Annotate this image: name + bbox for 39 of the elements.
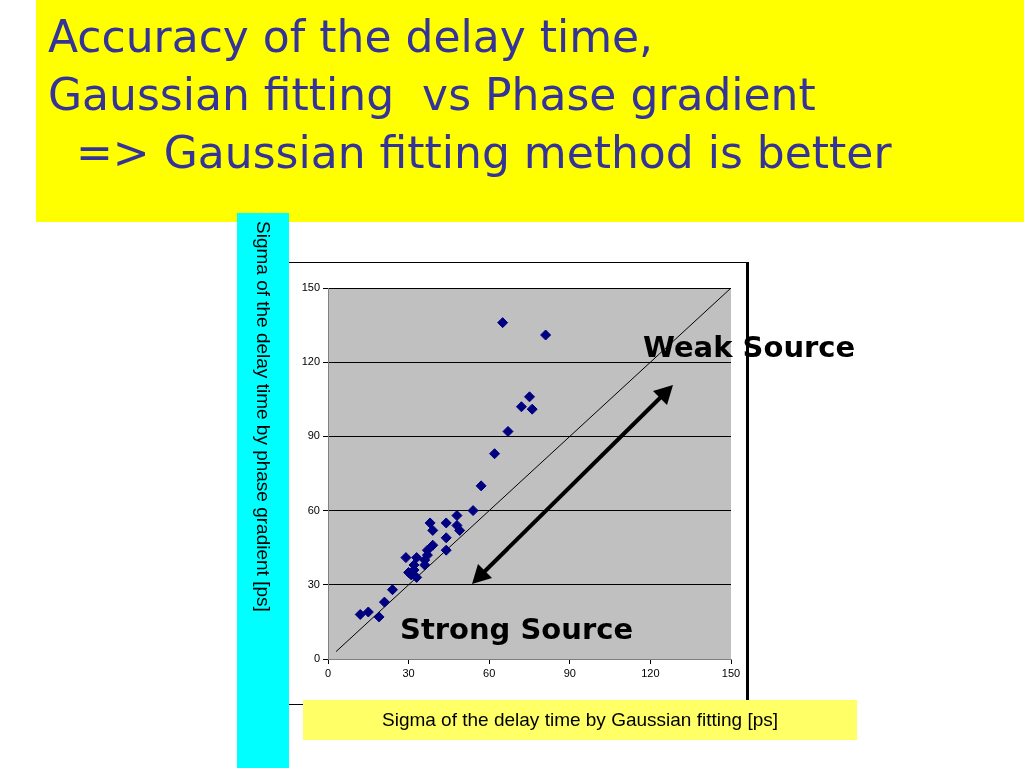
point: [378, 596, 390, 608]
point: [515, 401, 527, 413]
point: [502, 425, 514, 437]
chart-title: Accuracy of the delay time, Gaussian fitting vs Phase gradient => Gaussian fitting method is better: [36, 0, 1024, 222]
point: [386, 584, 398, 596]
x-tick-label: 30: [402, 666, 415, 679]
point: [440, 517, 452, 529]
point: [440, 544, 452, 556]
point: [467, 505, 479, 517]
point: [540, 329, 552, 341]
y-tick-label: 120: [301, 355, 320, 368]
point: [526, 403, 538, 415]
point: [411, 552, 423, 564]
y-tick-label: 0: [313, 652, 320, 665]
x-axis-title: Sigma of the delay time by Gaussian fitting [ps]: [303, 700, 857, 740]
point: [475, 480, 487, 492]
x-tick-label: 150: [721, 666, 741, 679]
y-tick-label: 60: [307, 503, 320, 516]
point: [424, 517, 436, 529]
point: [451, 510, 463, 522]
y-tick-label: 90: [307, 429, 320, 442]
y-tick-label: 30: [307, 577, 320, 590]
point: [411, 571, 423, 583]
point: [489, 448, 501, 460]
point: [400, 552, 412, 564]
point: [362, 606, 374, 618]
x-tick-label: 120: [641, 666, 660, 679]
point: [373, 611, 385, 623]
point: [354, 608, 366, 620]
x-tick-label: 0: [324, 666, 332, 679]
point: [427, 524, 439, 536]
y-tick-label: 150: [301, 281, 320, 294]
point: [524, 391, 535, 403]
annotation: Strong Source: [400, 612, 634, 646]
y-axis-title: Sigma of the delay time by phase gradient [ps]: [237, 213, 289, 768]
x-tick-label: 90: [563, 666, 576, 679]
point: [497, 317, 509, 329]
x-tick-label: 60: [483, 666, 496, 679]
point: [440, 532, 452, 544]
